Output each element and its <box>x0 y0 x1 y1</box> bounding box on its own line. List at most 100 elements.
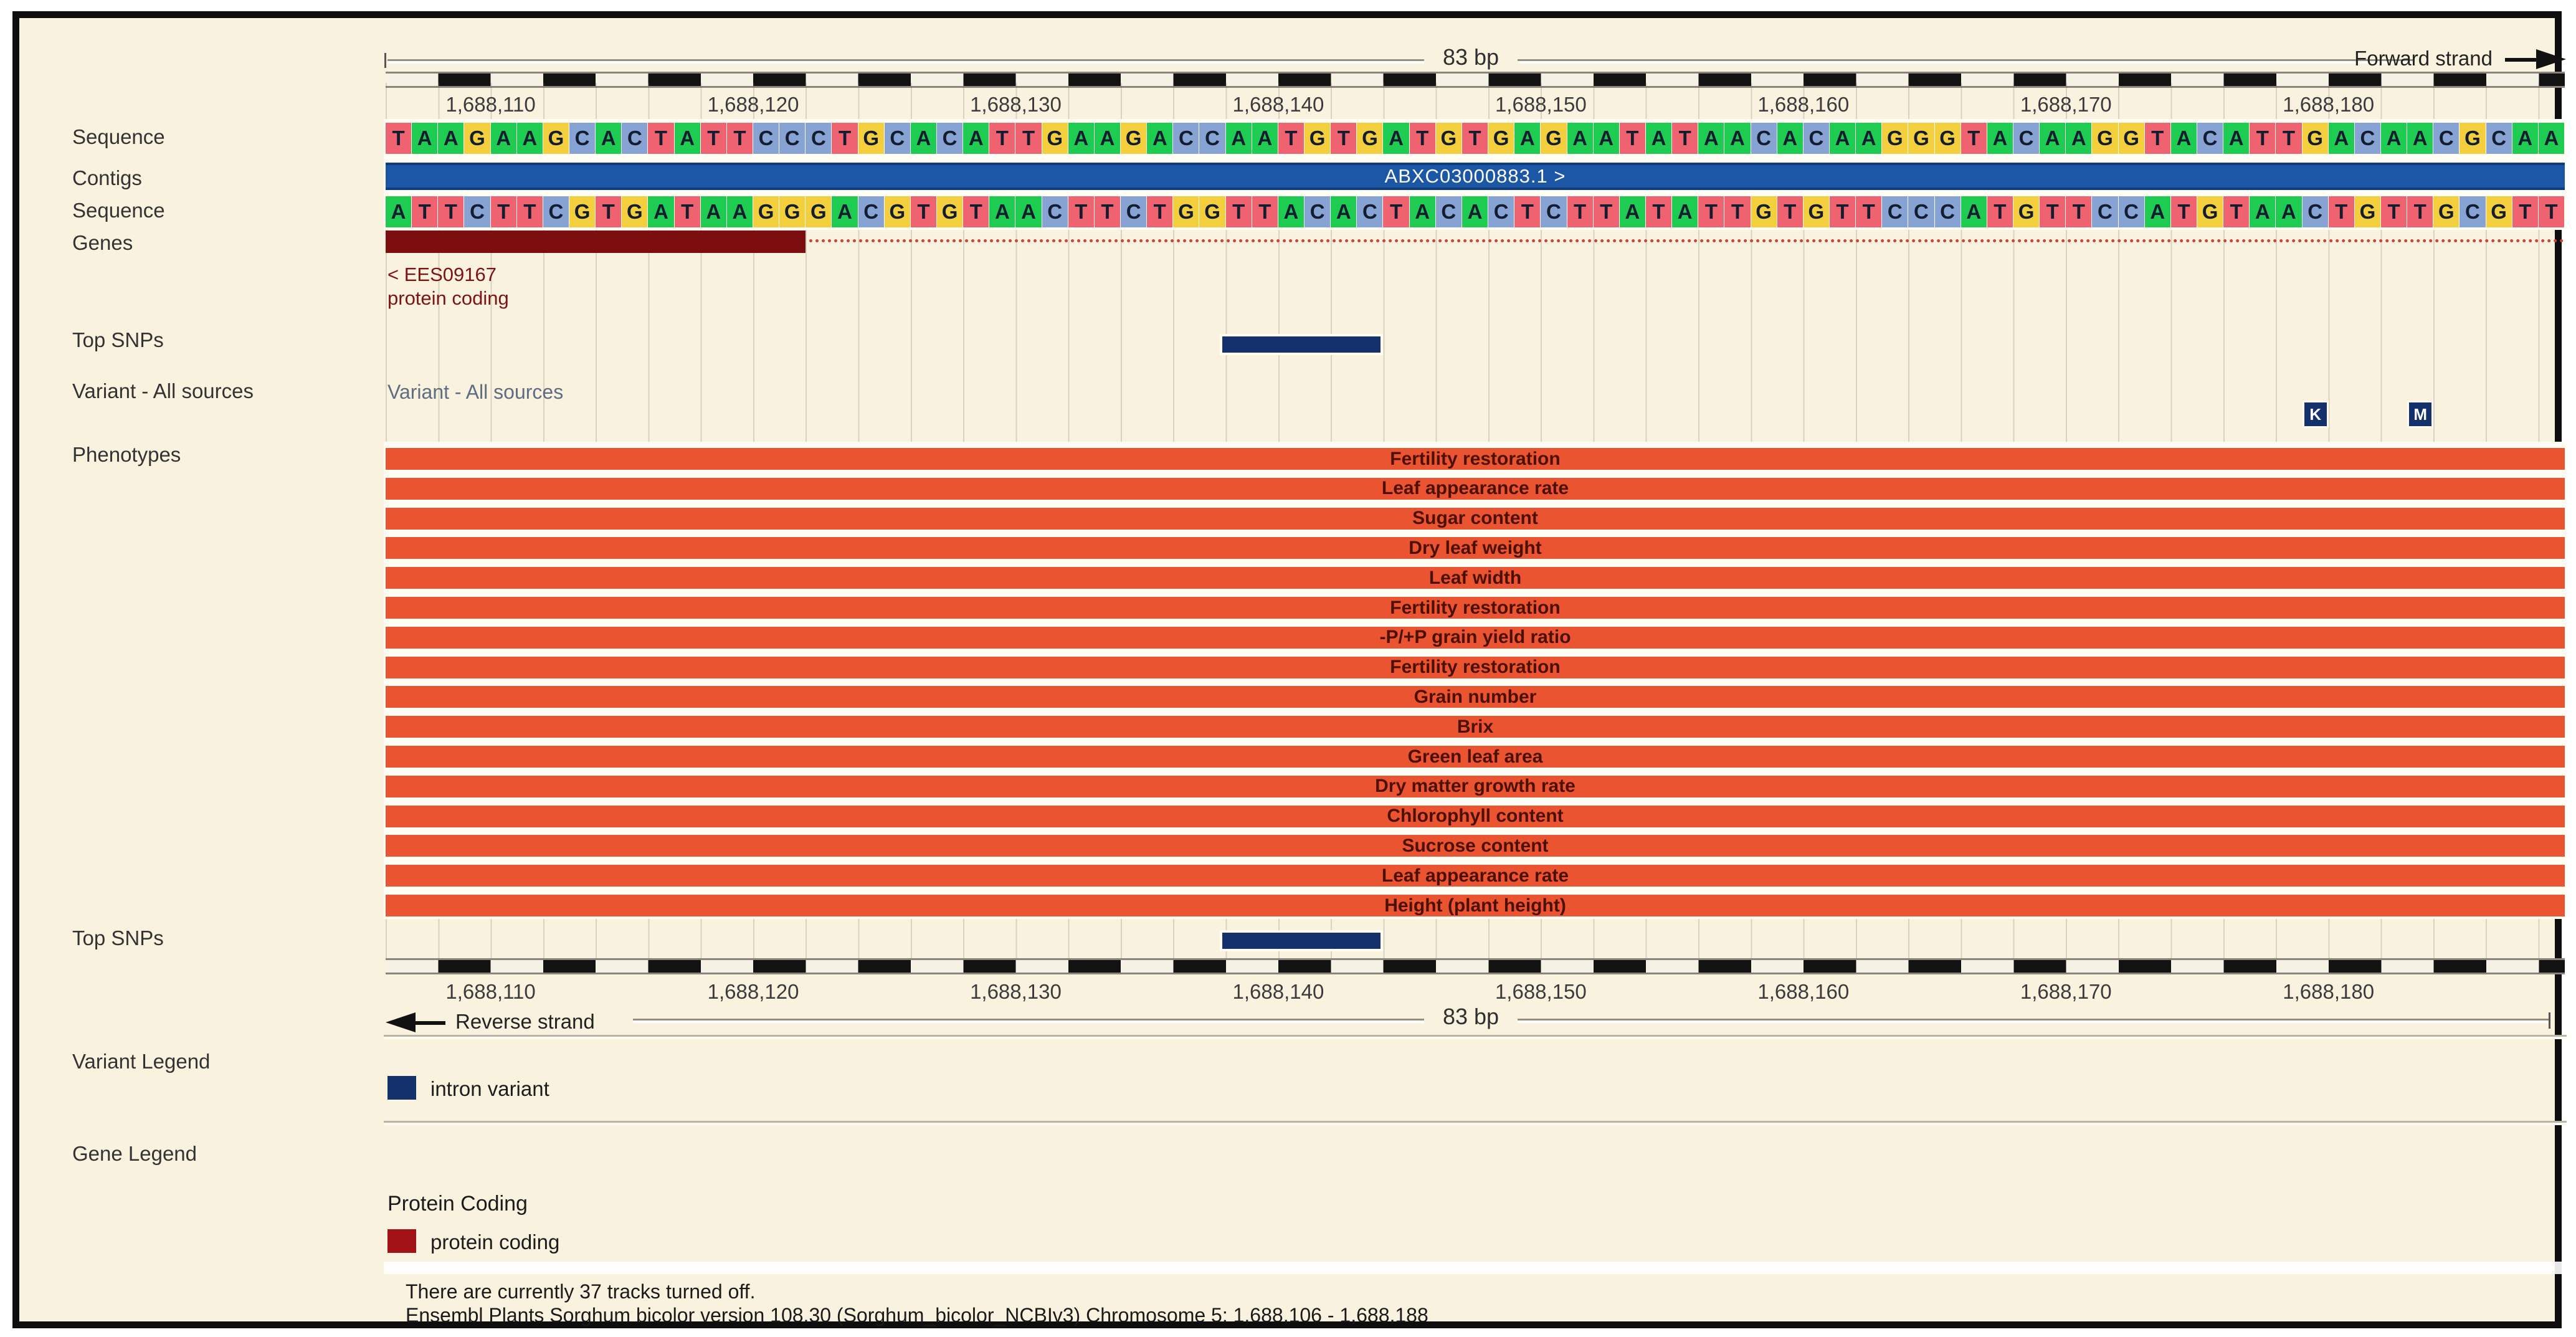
top-snps-bar[interactable] <box>1219 334 1384 355</box>
phenotype-bar[interactable]: Leaf width <box>386 567 2565 589</box>
phenotype-bar[interactable]: Height (plant height) <box>386 895 2565 916</box>
contig-bar[interactable]: ABXC03000883.1 > <box>386 163 2565 190</box>
base-cell-T: T <box>516 196 543 227</box>
base-cell-T: T <box>989 123 1016 154</box>
genes-track <box>386 231 2565 253</box>
variant-marker-k[interactable]: K <box>2302 401 2329 428</box>
intron-variant-label: intron variant <box>430 1077 549 1100</box>
track-label-variant-all-sources: Variant - All sources <box>72 379 254 402</box>
base-cell-A: A <box>1094 123 1121 154</box>
base-cell-G: G <box>2433 196 2460 227</box>
base-cell-G: G <box>543 123 569 154</box>
base-cell-A: A <box>1015 196 1042 227</box>
base-cell-T: T <box>1645 196 1673 227</box>
phenotype-bar[interactable]: Grain number <box>386 686 2565 708</box>
base-cell-A: A <box>648 196 675 227</box>
forward-strand-arrow-icon <box>2536 49 2566 69</box>
base-cell-T: T <box>1724 196 1751 227</box>
phenotypes-track: Fertility restoration Leaf appearance rat… <box>386 448 2565 916</box>
base-cell-G: G <box>1435 123 1462 154</box>
phenotype-bar[interactable]: -P/+P grain yield ratio <box>386 626 2565 649</box>
phenotype-bar[interactable]: Leaf appearance rate <box>386 865 2565 887</box>
reverse-strand-arrow-icon <box>386 1012 416 1032</box>
browser-image-frame: Sequence Contigs Sequence Genes Top SNPs… <box>12 11 2567 1328</box>
base-cell-C: C <box>1541 196 1567 227</box>
base-cell-A: A <box>2276 196 2303 227</box>
contig-name: ABXC03000883.1 > <box>1384 165 1566 187</box>
base-cell-T: T <box>1619 123 1646 154</box>
base-cell-T: T <box>1094 196 1121 227</box>
base-cell-C: C <box>937 123 964 154</box>
base-cell-C: C <box>2354 123 2381 154</box>
base-cell-G: G <box>2092 123 2119 154</box>
base-cell-A: A <box>2223 123 2250 154</box>
base-cell-C: C <box>2302 196 2329 227</box>
track-label-genes: Genes <box>72 231 133 254</box>
base-cell-A: A <box>1829 123 1856 154</box>
base-cell-T: T <box>726 123 754 154</box>
base-cell-G: G <box>858 123 885 154</box>
ruler-tick-label: 1,688,140 <box>1232 980 1324 1003</box>
base-cell-T: T <box>2066 196 2093 227</box>
base-cell-T: T <box>1829 196 1856 227</box>
base-cell-T: T <box>2223 196 2250 227</box>
phenotype-bar[interactable]: Fertility restoration <box>386 656 2565 678</box>
track-label-contigs: Contigs <box>72 166 142 189</box>
base-cell-A: A <box>1147 123 1174 154</box>
base-cell-G: G <box>1541 123 1567 154</box>
base-cell-T: T <box>648 123 675 154</box>
base-cell-A: A <box>2328 123 2355 154</box>
phenotype-bar[interactable]: Leaf appearance rate <box>386 477 2565 500</box>
base-cell-G: G <box>1751 196 1777 227</box>
base-cell-A: A <box>438 123 465 154</box>
phenotype-bar[interactable]: Chlorophyll content <box>386 805 2565 827</box>
separator-line-1 <box>384 1035 2567 1039</box>
chromosome-ruler-top <box>386 72 2565 88</box>
variant-marker-m[interactable]: M <box>2407 401 2434 428</box>
base-cell-T: T <box>1383 196 1410 227</box>
variant-legend-title: Variant Legend <box>72 1050 211 1073</box>
phenotype-bar[interactable]: Sucrose content <box>386 835 2565 857</box>
phenotype-bar[interactable]: Green leaf area <box>386 746 2565 768</box>
base-cell-T: T <box>2040 196 2066 227</box>
base-cell-A: A <box>2250 196 2276 227</box>
base-cell-A: A <box>1225 123 1252 154</box>
base-cell-T: T <box>596 196 622 227</box>
base-cell-A: A <box>2512 123 2539 154</box>
protein-coding-label: protein coding <box>430 1230 560 1254</box>
base-cell-G: G <box>2013 196 2040 227</box>
base-cell-C: C <box>569 123 596 154</box>
phenotype-bar[interactable]: Fertility restoration <box>386 597 2565 619</box>
base-cell-C: C <box>543 196 569 227</box>
phenotype-bar[interactable]: Brix <box>386 716 2565 738</box>
chromosome-ruler-bottom <box>386 958 2565 974</box>
base-cell-A: A <box>700 196 727 227</box>
base-cell-C: C <box>464 196 491 227</box>
base-cell-A: A <box>1278 196 1305 227</box>
gene-name[interactable]: < EES09167 <box>387 264 497 285</box>
forward-strand-label: Forward strand <box>2354 47 2493 70</box>
gene-biotype: protein coding <box>387 287 509 309</box>
intron-variant-swatch <box>387 1076 416 1100</box>
base-cell-T: T <box>1147 196 1174 227</box>
base-cell-T: T <box>1593 196 1620 227</box>
phenotype-bar[interactable]: Dry matter growth rate <box>386 775 2565 797</box>
base-cell-T: T <box>910 196 938 227</box>
base-cell-C: C <box>1803 123 1830 154</box>
phenotype-bar[interactable]: Fertility restoration <box>386 448 2565 470</box>
top-snps-bar[interactable] <box>1219 930 1384 951</box>
base-cell-C: C <box>622 123 649 154</box>
phenotype-bar[interactable]: Sugar content <box>386 507 2565 530</box>
base-cell-C: C <box>884 123 911 154</box>
phenotype-bar[interactable]: Dry leaf weight <box>386 537 2565 559</box>
reverse-strand-label: Reverse strand <box>455 1010 595 1033</box>
base-cell-G: G <box>2118 123 2145 154</box>
base-cell-G: G <box>569 196 596 227</box>
gene-bar[interactable] <box>386 231 806 253</box>
base-cell-T: T <box>386 123 412 154</box>
base-cell-G: G <box>1934 123 1961 154</box>
base-cell-T: T <box>963 196 990 227</box>
